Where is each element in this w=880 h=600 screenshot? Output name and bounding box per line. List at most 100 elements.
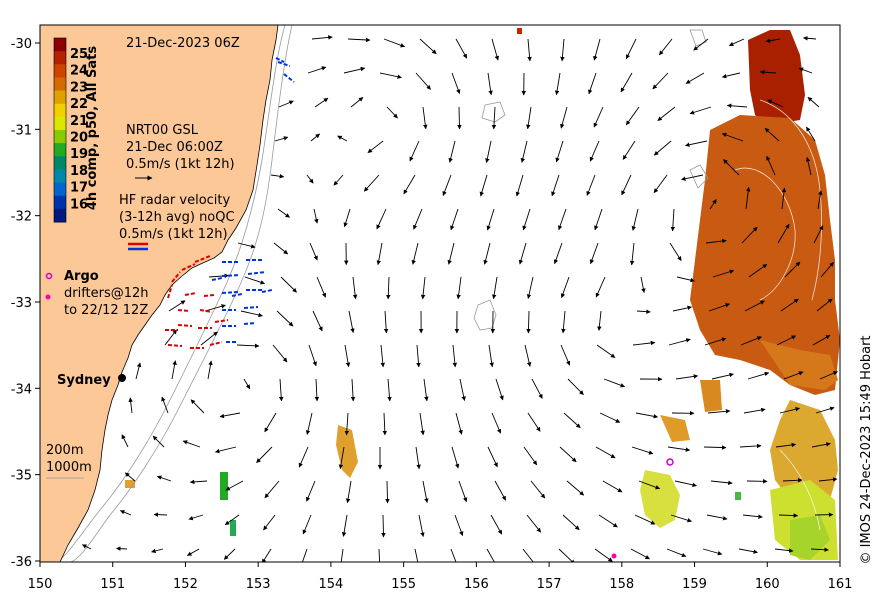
colorbar-swatch <box>54 64 66 78</box>
current-arrow <box>340 548 344 562</box>
current-arrow <box>152 435 165 448</box>
land-mass <box>40 25 279 562</box>
current-arrow <box>708 303 730 312</box>
current-arrow <box>442 174 452 196</box>
current-arrow <box>657 106 676 122</box>
current-arrow <box>567 378 584 395</box>
hf-radar-arrow-blue <box>277 61 291 67</box>
current-arrow <box>298 446 309 468</box>
current-arrow <box>264 480 280 499</box>
current-arrow <box>705 238 727 244</box>
sst-patch-mid-east <box>700 380 722 412</box>
current-arrow <box>312 310 323 332</box>
current-arrow <box>309 242 318 261</box>
current-arrow <box>491 106 497 130</box>
current-arrow <box>237 242 256 249</box>
hf-radar-arrow-red <box>181 263 196 271</box>
current-arrow <box>741 226 758 244</box>
current-arrow <box>343 208 351 228</box>
current-arrow <box>670 514 692 523</box>
colorbar-swatch <box>54 156 66 170</box>
current-arrow <box>781 187 787 210</box>
current-arrow <box>376 208 387 230</box>
current-arrow <box>190 399 205 414</box>
sst-patch-small-1 <box>660 415 690 442</box>
current-arrow <box>748 263 768 278</box>
gsl-label-line1: NRT00 GSL <box>126 123 199 138</box>
current-arrow <box>653 140 672 156</box>
hf-radar-arrow-red <box>177 324 193 327</box>
current-arrow <box>811 442 831 448</box>
current-arrow <box>560 276 570 299</box>
current-arrow <box>447 242 455 265</box>
bathymetry-contours <box>54 25 709 562</box>
current-arrow <box>674 480 697 488</box>
current-arrow <box>307 66 327 74</box>
current-arrow <box>522 208 531 231</box>
current-arrow <box>689 106 712 115</box>
current-arrow <box>423 378 429 402</box>
y-tick-label: -34 <box>11 382 32 397</box>
current-arrow <box>631 208 639 231</box>
current-arrow <box>634 514 656 525</box>
current-arrow <box>668 338 691 346</box>
contour-seamount-3 <box>689 29 707 47</box>
x-tick-label: 161 <box>828 577 853 592</box>
current-arrow <box>589 242 599 265</box>
current-arrow <box>413 208 423 230</box>
current-arrow <box>817 190 823 210</box>
current-arrow <box>487 72 493 96</box>
current-arrow <box>224 514 240 526</box>
current-arrow <box>712 269 735 278</box>
contour-200m <box>54 25 286 562</box>
current-arrow <box>306 174 314 184</box>
colorbar-tick-label: 17 <box>70 181 88 196</box>
hf-radar-arrow-blue <box>247 271 267 275</box>
current-arrow <box>450 208 459 231</box>
colorbar-swatch <box>54 169 66 184</box>
current-arrow <box>658 38 673 56</box>
current-arrow <box>347 37 371 43</box>
current-arrow <box>744 300 765 312</box>
current-arrow <box>777 223 790 244</box>
current-arrow <box>124 472 136 482</box>
current-arrow <box>812 334 831 346</box>
colorbar-swatch <box>54 143 66 157</box>
y-tick-label: -32 <box>11 210 32 225</box>
current-arrow <box>337 135 348 142</box>
colorbar-swatch <box>54 77 66 92</box>
current-arrow <box>620 72 633 93</box>
current-arrow <box>333 174 344 186</box>
hf-radar-arrow-blue <box>243 306 259 309</box>
current-arrow <box>256 446 273 463</box>
current-arrow <box>782 477 803 483</box>
y-tick-label: -33 <box>11 296 32 311</box>
sst-patch-green-coastal <box>220 472 228 500</box>
current-arrow <box>487 446 498 468</box>
current-arrow <box>765 38 781 43</box>
current-arrow <box>813 225 824 244</box>
colorbar-tick-label: 23 <box>70 80 88 95</box>
current-arrow <box>338 446 345 470</box>
current-arrow <box>264 412 277 433</box>
current-arrow <box>638 480 661 490</box>
current-arrow <box>739 443 762 449</box>
current-arrow <box>274 136 289 142</box>
current-arrow <box>522 548 537 562</box>
sst-patch-green-coastal-2 <box>230 520 236 536</box>
x-tick-label: 154 <box>318 577 343 592</box>
current-arrow <box>721 72 741 79</box>
isotherms <box>734 99 822 531</box>
current-arrow <box>450 548 457 562</box>
current-arrow <box>711 372 734 380</box>
current-arrow <box>378 548 381 562</box>
hf-radar-arrow-blue <box>211 277 223 281</box>
colorbar-tick-label: 24 <box>70 64 88 79</box>
current-arrow <box>707 409 731 414</box>
hf-radar-arrow-blue <box>275 57 285 63</box>
drifter-marker <box>611 553 617 559</box>
current-arrow <box>775 442 797 448</box>
current-arrow <box>115 546 128 551</box>
current-arrow <box>121 434 129 448</box>
